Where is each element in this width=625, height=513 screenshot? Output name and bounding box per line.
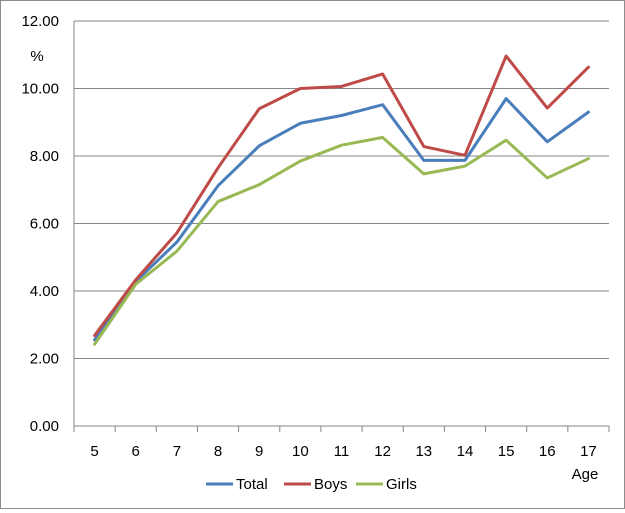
y-tick-label: 4.00 bbox=[30, 283, 59, 300]
x-tick-label: 15 bbox=[498, 443, 515, 460]
x-tick-label: 5 bbox=[90, 443, 98, 460]
legend-label-girls: Girls bbox=[386, 476, 417, 493]
x-tick-label: 17 bbox=[580, 443, 597, 460]
x-tick-label: 7 bbox=[173, 443, 181, 460]
y-tick-label: 2.00 bbox=[30, 351, 59, 368]
x-tick-label: 13 bbox=[415, 443, 432, 460]
series-line-total bbox=[95, 99, 589, 340]
x-tick-label: 14 bbox=[457, 443, 474, 460]
legend-label-total: Total bbox=[236, 476, 268, 493]
series-lines bbox=[95, 56, 589, 344]
y-tick-label: 6.00 bbox=[30, 216, 59, 233]
y-tick-label: 8.00 bbox=[30, 148, 59, 165]
x-tick-label: 12 bbox=[374, 443, 391, 460]
y-tick-label: 12.00 bbox=[21, 13, 59, 30]
series-line-boys bbox=[95, 56, 589, 335]
x-axis-label: Age bbox=[572, 466, 599, 483]
x-tick-label: 8 bbox=[214, 443, 222, 460]
legend-label-boys: Boys bbox=[314, 476, 347, 493]
x-tick-label: 6 bbox=[132, 443, 140, 460]
axes: 0.00 2.00 4.00 6.00 8.00 10.00 12.00 5 6 7 8 9 10 11 1… bbox=[21, 13, 609, 460]
y-tick-label: 0.00 bbox=[30, 418, 59, 435]
x-tick-label: 16 bbox=[539, 443, 556, 460]
gridlines bbox=[74, 21, 609, 359]
legend: Total Boys Girls bbox=[206, 476, 417, 493]
axis-labels: % Age bbox=[30, 48, 598, 483]
y-tick-label: 10.00 bbox=[21, 81, 59, 98]
x-tick-label: 10 bbox=[292, 443, 309, 460]
x-tick-label: 11 bbox=[334, 443, 350, 460]
y-axis-label: % bbox=[30, 48, 43, 65]
x-tick-label: 9 bbox=[255, 443, 263, 460]
